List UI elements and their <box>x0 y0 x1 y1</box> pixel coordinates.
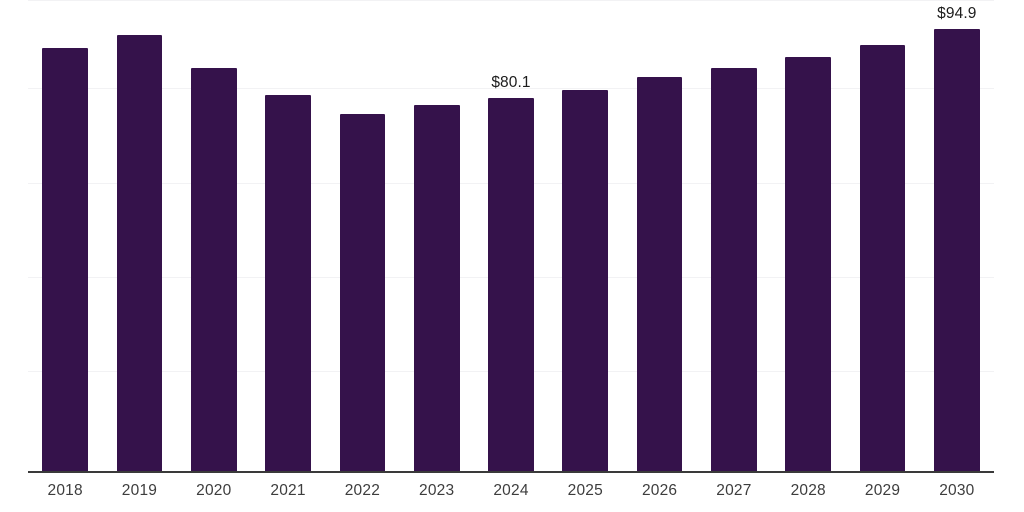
bar-value-label-2030: $94.9 <box>937 4 977 22</box>
x-tick-2021: 2021 <box>270 482 306 499</box>
x-tick-2030: 2030 <box>939 482 975 499</box>
x-tick-2023: 2023 <box>419 482 455 499</box>
bar-2025[interactable] <box>562 90 609 472</box>
gridline <box>28 0 994 1</box>
bar-group[interactable] <box>711 0 757 472</box>
bar-2023[interactable] <box>413 105 460 472</box>
bar-2027[interactable] <box>711 67 757 472</box>
bar-group[interactable] <box>116 0 163 472</box>
x-tick-2018: 2018 <box>47 482 83 499</box>
bar-2026[interactable] <box>636 77 683 472</box>
bar-group[interactable] <box>339 0 386 472</box>
bar-2019[interactable] <box>116 35 163 472</box>
x-axis-line <box>28 471 994 473</box>
bar-2030[interactable] <box>933 28 980 472</box>
gridline <box>28 88 994 89</box>
bar-group[interactable] <box>265 0 311 472</box>
x-tick-2026: 2026 <box>641 482 678 499</box>
bar-group[interactable]: $94.9 <box>933 0 980 472</box>
bar-group[interactable] <box>859 0 906 472</box>
bar-group[interactable] <box>562 0 609 472</box>
x-tick-2020: 2020 <box>196 482 232 499</box>
bar-group[interactable] <box>413 0 460 472</box>
plot-area: $80.1 $94.9 <box>28 0 994 472</box>
bar-2028[interactable] <box>785 56 832 472</box>
x-tick-2028: 2028 <box>790 482 826 499</box>
bar-group[interactable] <box>42 0 88 472</box>
x-axis-tick-labels: 2018 2019 2020 2021 2022 2023 2024 2025 2026 2027… <box>28 482 994 512</box>
bar-2022[interactable] <box>339 113 386 472</box>
bar-2018[interactable] <box>42 47 88 472</box>
x-tick-2019: 2019 <box>121 482 158 499</box>
x-tick-2025: 2025 <box>567 482 603 499</box>
bar-value-label-2024: $80.1 <box>491 74 531 92</box>
bar-group[interactable] <box>636 0 683 472</box>
x-tick-2024: 2024 <box>493 482 529 499</box>
x-tick-2029: 2029 <box>864 482 901 499</box>
x-tick-2022: 2022 <box>344 482 381 499</box>
bar-group[interactable] <box>190 0 237 472</box>
bar-group[interactable] <box>785 0 832 472</box>
bar-2021[interactable] <box>265 94 311 472</box>
bar-2020[interactable] <box>190 67 237 472</box>
x-tick-2027: 2027 <box>716 482 752 499</box>
bar-group[interactable]: $80.1 <box>488 0 534 472</box>
bar-2029[interactable] <box>859 45 906 472</box>
bar-2024[interactable] <box>488 98 534 472</box>
